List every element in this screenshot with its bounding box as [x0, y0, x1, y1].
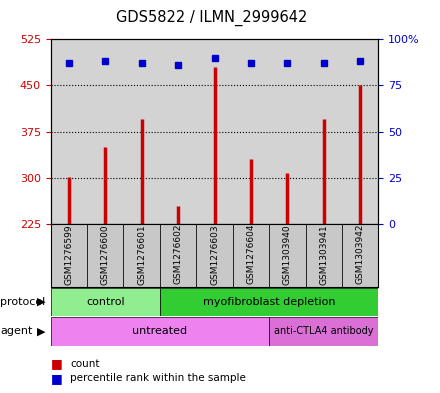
Text: GSM1276603: GSM1276603	[210, 224, 219, 285]
Bar	[87, 224, 124, 287]
Bar	[51, 288, 160, 316]
Bar	[160, 288, 378, 316]
Text: GSM1276599: GSM1276599	[64, 224, 73, 285]
Text: GSM1303942: GSM1303942	[356, 224, 365, 285]
Bar	[342, 224, 378, 287]
Bar	[269, 224, 305, 287]
Bar	[305, 224, 342, 287]
Text: ▶: ▶	[37, 297, 45, 307]
Text: myofibroblast depletion: myofibroblast depletion	[203, 297, 335, 307]
Bar	[269, 317, 378, 346]
Text: anti-CTLA4 antibody: anti-CTLA4 antibody	[274, 327, 374, 336]
Text: GSM1276600: GSM1276600	[101, 224, 110, 285]
Text: protocol: protocol	[0, 297, 46, 307]
Text: GSM1276601: GSM1276601	[137, 224, 146, 285]
Text: agent: agent	[0, 327, 33, 336]
Text: control: control	[86, 297, 125, 307]
Bar	[160, 224, 196, 287]
Text: count: count	[70, 358, 100, 369]
Bar	[196, 224, 233, 287]
Text: GSM1303941: GSM1303941	[319, 224, 328, 285]
Text: untreated: untreated	[132, 327, 187, 336]
Bar	[233, 224, 269, 287]
Text: ■: ■	[51, 371, 62, 385]
Text: percentile rank within the sample: percentile rank within the sample	[70, 373, 246, 383]
Bar	[51, 224, 87, 287]
Bar	[51, 317, 269, 346]
Text: GDS5822 / ILMN_2999642: GDS5822 / ILMN_2999642	[116, 10, 307, 26]
Bar	[124, 224, 160, 287]
Text: GSM1303940: GSM1303940	[283, 224, 292, 285]
Text: GSM1276604: GSM1276604	[246, 224, 256, 285]
Text: GSM1276602: GSM1276602	[173, 224, 183, 285]
Text: ▶: ▶	[37, 327, 45, 336]
Text: ■: ■	[51, 357, 62, 370]
